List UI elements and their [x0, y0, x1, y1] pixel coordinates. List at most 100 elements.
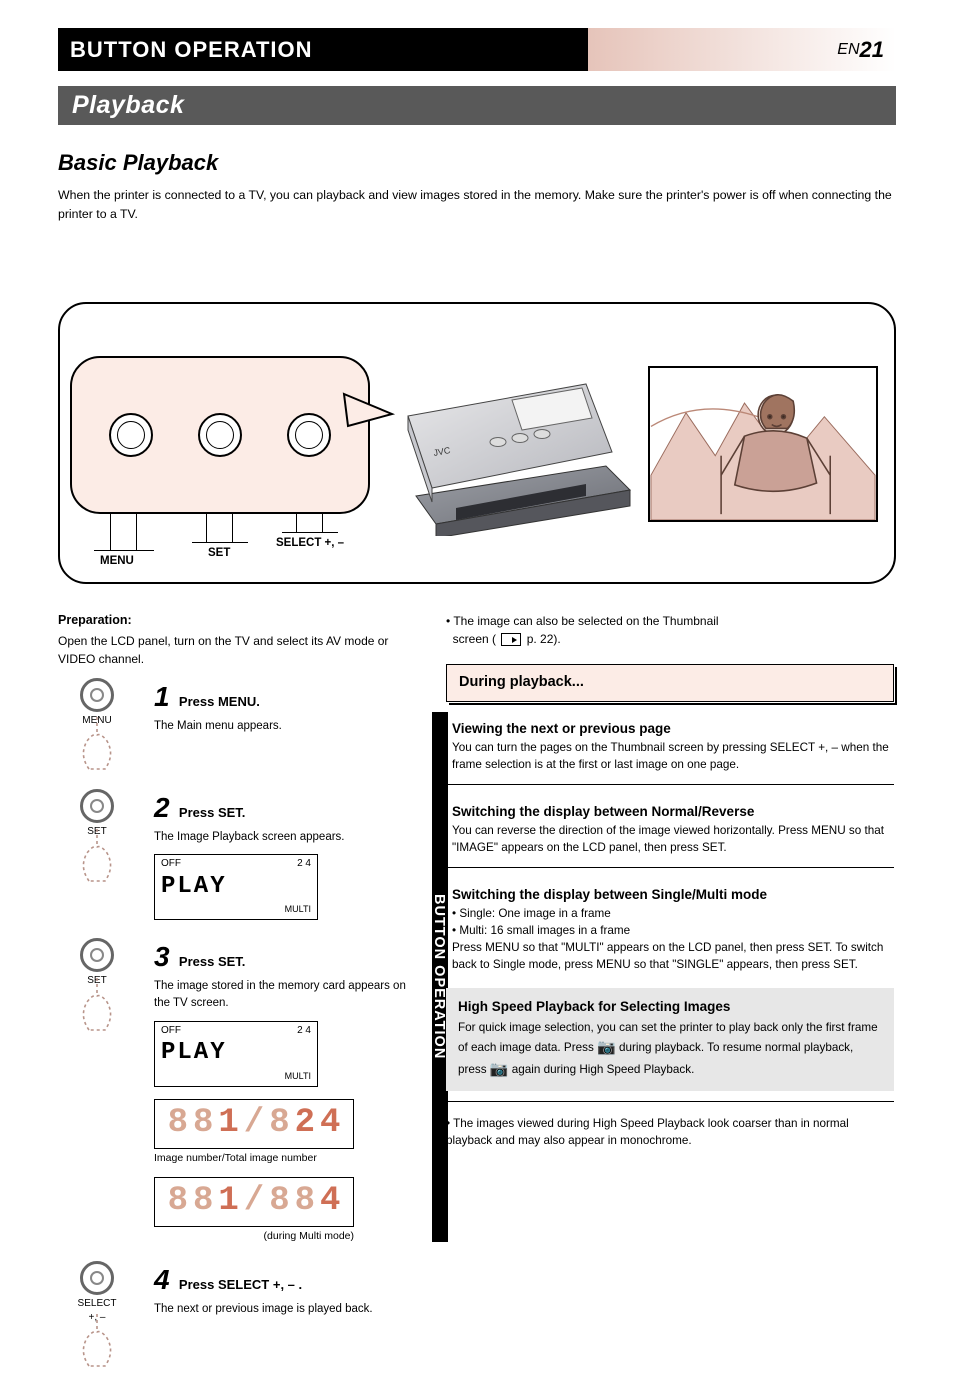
steps-column: Preparation: Open the LCD panel, turn on… — [58, 612, 414, 1386]
step-3-body: 3 Press SET. The image stored in the mem… — [154, 938, 414, 1243]
leader-line — [136, 514, 137, 550]
lcd-big: PLAY — [161, 871, 311, 903]
step-4-body: 4 Press SELECT +, – . The next or previo… — [154, 1261, 414, 1318]
step-detail: The next or previous image is played bac… — [154, 1301, 414, 1318]
feature-line: • Multi: 16 small images in a frame — [452, 923, 894, 940]
step-2-body: 2 Press SET. The Image Playback screen a… — [154, 789, 414, 920]
hand-icon — [71, 715, 123, 771]
leader-line — [110, 514, 111, 550]
label-set: SET — [208, 546, 230, 562]
feature-title: Switching the display between Normal/Rev… — [452, 803, 894, 821]
leader-line — [296, 514, 297, 532]
step-number: 3 — [154, 941, 170, 972]
step-number: 1 — [154, 681, 170, 712]
set-button-icon — [198, 413, 242, 457]
divider — [446, 1101, 894, 1102]
preparation-heading: Preparation: — [58, 612, 414, 629]
footer-note: • The images viewed during High Speed Pl… — [446, 1116, 894, 1150]
sample-playback-image — [648, 366, 878, 522]
step-action: Press MENU. — [179, 694, 260, 709]
select-button-icon — [287, 413, 331, 457]
lcd-panel: OFF 2 4 PLAY MULTI — [154, 854, 318, 920]
header-gradient: EN 21 — [588, 28, 896, 71]
hand-icon — [71, 827, 123, 883]
step-detail: The Main menu appears. — [154, 718, 414, 735]
lcd-top-right: 2 4 — [297, 1024, 311, 1038]
step-4: SELECT +, – 4 Press SELECT +, – . The ne… — [58, 1261, 414, 1368]
header-title: BUTTON OPERATION — [70, 35, 313, 65]
step-number: 4 — [154, 1264, 170, 1295]
highspeed-body: For quick image selection, you can set t… — [458, 1020, 882, 1080]
leader-line — [232, 514, 233, 542]
feature-title: Viewing the next or previous page — [452, 720, 894, 738]
segment-counter-single: 881/824 — [154, 1099, 354, 1149]
hand-icon — [71, 1312, 123, 1368]
step-detail: The image stored in the memory card appe… — [154, 978, 414, 1013]
step-3: SET 3 Press SET. The image stored in the… — [58, 938, 414, 1243]
highspeed-title: High Speed Playback for Selecting Images — [458, 998, 882, 1016]
seg-caption-multi: (during Multi mode) — [154, 1229, 354, 1243]
step-action: Press SELECT +, – . — [179, 1277, 302, 1292]
page-ref-l1: • The image can also be selected on the … — [446, 614, 719, 628]
hand-icon — [71, 976, 123, 1032]
printer-device-illustration: JVC — [386, 356, 646, 536]
divider — [446, 867, 894, 868]
preparation-text: Open the LCD panel, turn on the TV and s… — [58, 632, 414, 668]
leader-bracket — [282, 532, 338, 533]
during-title: During playback... — [459, 674, 584, 690]
feature-normal-reverse: Switching the display between Normal/Rev… — [446, 803, 894, 857]
step-number: 2 — [154, 792, 170, 823]
page-number: 21 — [860, 35, 884, 65]
step-action: Press SET. — [179, 954, 246, 969]
feature-title: Switching the display between Single/Mul… — [452, 886, 894, 904]
page-header: BUTTON OPERATION EN 21 — [58, 28, 896, 71]
header-title-bar: BUTTON OPERATION — [58, 28, 588, 71]
lcd-big: PLAY — [161, 1037, 311, 1069]
press-icon — [80, 678, 114, 712]
feature-single-multi: Switching the display between Single/Mul… — [446, 886, 894, 974]
step-3-icon: SET — [58, 938, 136, 1032]
lcd-panel: OFF 2 4 PLAY MULTI — [154, 1021, 318, 1087]
camera-icon: 📷 — [490, 1059, 509, 1081]
page-num-prefix: EN — [837, 39, 859, 61]
step-1-body: 1 Press MENU. The Main menu appears. — [154, 678, 414, 735]
leader-line — [322, 514, 323, 532]
feature-next-prev: Viewing the next or previous page You ca… — [446, 720, 894, 774]
control-select — [287, 413, 331, 457]
page-ref-suffix: p. 22). — [527, 632, 561, 646]
intro-text: When the printer is connected to a TV, y… — [58, 186, 896, 224]
press-icon — [80, 938, 114, 972]
controls-balloon — [70, 356, 370, 514]
label-select: SELECT +, – — [276, 536, 344, 552]
page-ref-l2: screen ( — [453, 632, 496, 646]
feature-line: Press MENU so that "MULTI" appears on th… — [452, 940, 894, 974]
step-2: SET 2 Press SET. The Image Playback scre… — [58, 789, 414, 920]
during-playback-box: During playback... — [446, 664, 894, 702]
step-1: MENU 1 Press MENU. The Main menu appears… — [58, 678, 414, 772]
footer-note-text: • The images viewed during High Speed Pl… — [446, 1117, 849, 1147]
seg-caption: Image number/Total image number — [154, 1151, 414, 1165]
step-2-icon: SET — [58, 789, 136, 883]
menu-button-icon — [109, 413, 153, 457]
page-ref: • The image can also be selected on the … — [446, 612, 894, 648]
control-menu — [109, 413, 153, 457]
diagram-box: MENU SET SELECT +, – — [58, 302, 896, 584]
feature-line: • Single: One image in a frame — [452, 906, 894, 923]
intro-title: Basic Playback — [58, 146, 896, 180]
step-1-icon: MENU — [58, 678, 136, 772]
lcd-top-left: OFF — [161, 857, 181, 871]
press-icon — [80, 1261, 114, 1295]
segment-counter-multi: 881/884 — [154, 1177, 354, 1227]
section-band: Playback — [58, 86, 896, 125]
step-4-icon: SELECT +, – — [58, 1261, 136, 1368]
feature-body: You can reverse the direction of the ima… — [452, 823, 894, 857]
right-column: • The image can also be selected on the … — [446, 612, 894, 1150]
lcd-small: MULTI — [161, 1070, 311, 1082]
page-reference-icon — [501, 633, 521, 646]
side-tab-label: BUTTON OPERATION — [431, 894, 447, 1059]
divider — [446, 784, 894, 785]
lcd-top-right: 2 4 — [297, 857, 311, 871]
leader-line — [206, 514, 207, 542]
leader-bracket — [94, 550, 154, 551]
section-title: Playback — [72, 89, 184, 123]
